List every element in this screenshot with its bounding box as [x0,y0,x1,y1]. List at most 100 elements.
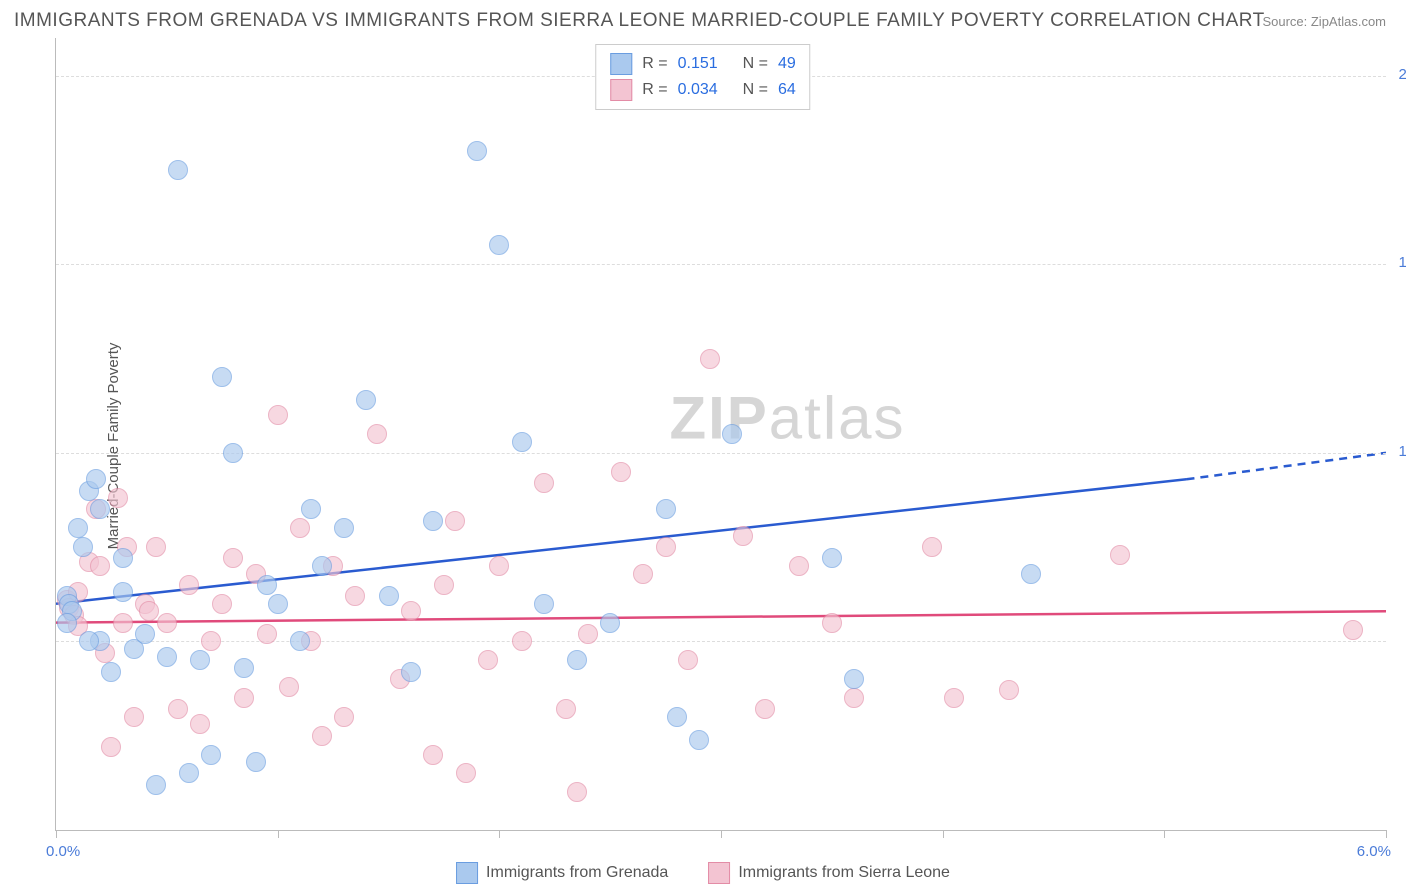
data-point [146,537,166,557]
x-tick [499,830,500,838]
data-point [999,680,1019,700]
data-point [113,582,133,602]
swatch-sierra-leone [610,79,632,101]
data-point [379,586,399,606]
y-tick-label: 15.0% [1398,254,1406,271]
data-point [279,677,299,697]
data-point [822,613,842,633]
data-point [234,658,254,678]
legend-item-sierra-leone: Immigrants from Sierra Leone [708,862,950,884]
data-point [567,650,587,670]
data-point [445,511,465,531]
data-point [700,349,720,369]
trend-lines [56,38,1386,830]
data-point [478,650,498,670]
data-point [401,601,421,621]
data-point [334,518,354,538]
series-name-sierra-leone: Immigrants from Sierra Leone [738,864,950,882]
y-tick-label: 10.0% [1398,443,1406,460]
data-point [722,424,742,444]
y-tick-label: 20.0% [1398,66,1406,83]
data-point [844,669,864,689]
data-point [556,699,576,719]
data-point [367,424,387,444]
data-point [312,726,332,746]
data-point [456,763,476,783]
data-point [90,556,110,576]
gridline [56,453,1386,454]
n-value-grenada: 49 [778,51,796,77]
data-point [512,432,532,452]
correlation-legend: R = 0.151 N = 49 R = 0.034 N = 64 [595,44,810,110]
series-legend: Immigrants from Grenada Immigrants from … [456,862,950,884]
n-label: N = [743,51,768,77]
n-value-sierra-leone: 64 [778,77,796,103]
r-label: R = [642,77,667,103]
legend-row-sierra-leone: R = 0.034 N = 64 [610,77,795,103]
data-point [423,511,443,531]
data-point [489,556,509,576]
data-point [434,575,454,595]
data-point [922,537,942,557]
n-label: N = [743,77,768,103]
data-point [57,613,77,633]
data-point [101,662,121,682]
data-point [212,594,232,614]
data-point [146,775,166,795]
data-point [113,548,133,568]
data-point [223,443,243,463]
data-point [101,737,121,757]
gridline [56,264,1386,265]
data-point [90,499,110,519]
data-point [944,688,964,708]
data-point [689,730,709,750]
r-value-grenada: 0.151 [678,51,733,77]
data-point [423,745,443,765]
data-point [124,707,144,727]
swatch-grenada [610,53,632,75]
data-point [667,707,687,727]
data-point [301,499,321,519]
data-point [68,518,88,538]
data-point [356,390,376,410]
chart-title: IMMIGRANTS FROM GRENADA VS IMMIGRANTS FR… [14,10,1265,32]
data-point [467,141,487,161]
x-tick [943,830,944,838]
data-point [168,699,188,719]
data-point [1343,620,1363,640]
data-point [822,548,842,568]
data-point [190,714,210,734]
data-point [290,518,310,538]
data-point [108,488,128,508]
source-label: Source: ZipAtlas.com [1262,14,1386,29]
data-point [135,624,155,644]
plot-area: ZIPatlas 5.0%10.0%15.0%20.0%0.0%6.0% [55,38,1386,831]
data-point [79,631,99,651]
x-tick-label: 0.0% [46,843,80,860]
data-point [334,707,354,727]
data-point [1021,564,1041,584]
data-point [600,613,620,633]
data-point [312,556,332,576]
data-point [201,745,221,765]
data-point [512,631,532,651]
data-point [534,473,554,493]
data-point [268,405,288,425]
data-point [201,631,221,651]
x-tick [278,830,279,838]
data-point [168,160,188,180]
data-point [1110,545,1130,565]
data-point [611,462,631,482]
data-point [157,647,177,667]
data-point [578,624,598,644]
data-point [656,499,676,519]
data-point [789,556,809,576]
data-point [755,699,775,719]
x-tick [1164,830,1165,838]
r-label: R = [642,51,667,77]
data-point [345,586,365,606]
data-point [139,601,159,621]
data-point [844,688,864,708]
data-point [489,235,509,255]
data-point [212,367,232,387]
